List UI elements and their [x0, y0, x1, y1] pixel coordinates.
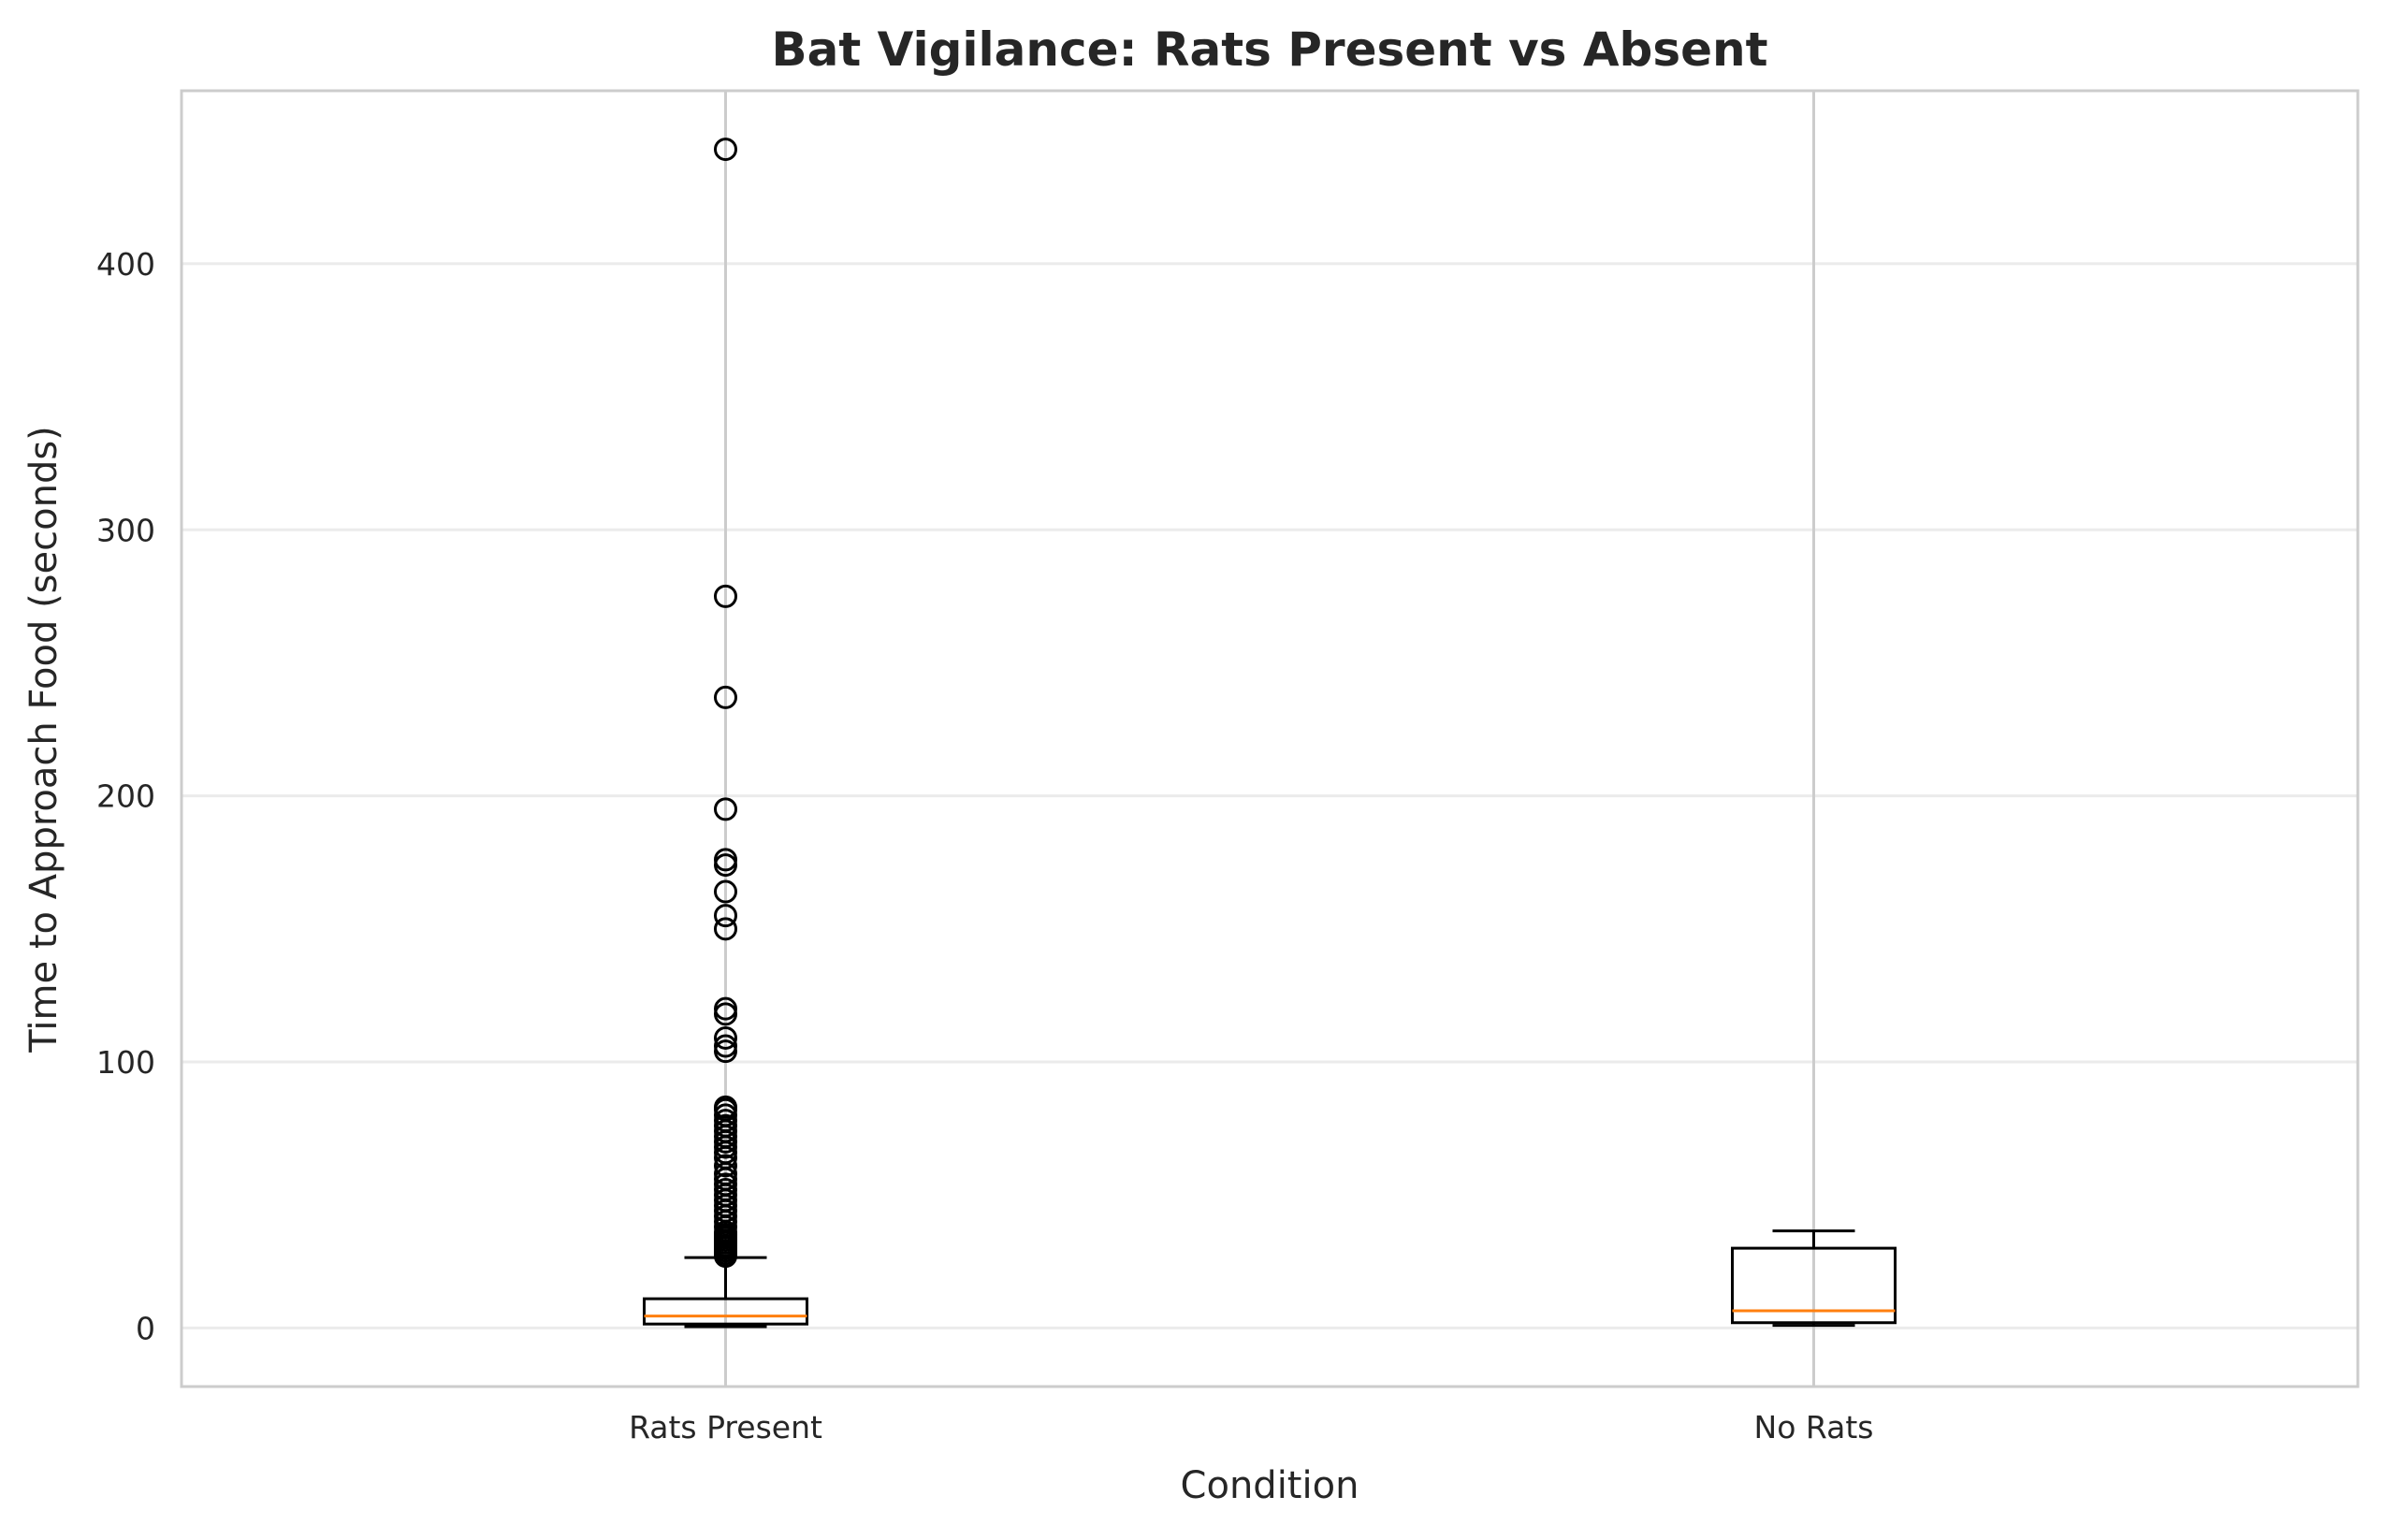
outlier-point [714, 904, 737, 928]
outlier-point [714, 1002, 737, 1026]
y-tick-label: 200 [96, 778, 155, 815]
outlier-point [714, 685, 737, 709]
outlier-point [714, 1039, 737, 1064]
outlier-point [714, 853, 737, 878]
grid-layer [182, 91, 2358, 1387]
y-axis-label: Time to Approach Food (seconds) [22, 426, 65, 1053]
outlier-point [714, 879, 737, 904]
outlier-point [714, 584, 737, 608]
x-tick-label: Rats Present [629, 1409, 822, 1446]
outlier-point [714, 1154, 737, 1178]
outlier-point [714, 1025, 737, 1050]
axes-layer: 0 100 200 300 400 Rats Present No Rats [96, 89, 2360, 1446]
x-axis-label: Condition [1181, 1464, 1359, 1507]
outlier-point [714, 138, 737, 162]
chart-title: Bat Vigilance: Rats Present vs Absent [772, 22, 1768, 77]
plot-frame [180, 89, 2360, 1388]
iqr-box [1731, 1246, 1897, 1325]
iqr-box [643, 1297, 808, 1326]
outlier-point [714, 797, 737, 821]
marks-layer [643, 138, 1897, 1329]
outlier-point [714, 1244, 737, 1269]
y-tick-label: 400 [96, 246, 155, 283]
y-tick-label: 100 [96, 1044, 155, 1081]
x-tick-label: No Rats [1754, 1409, 1874, 1446]
outlier-point [714, 917, 737, 941]
y-tick-label: 300 [96, 512, 155, 548]
y-tick-label: 0 [136, 1310, 155, 1346]
